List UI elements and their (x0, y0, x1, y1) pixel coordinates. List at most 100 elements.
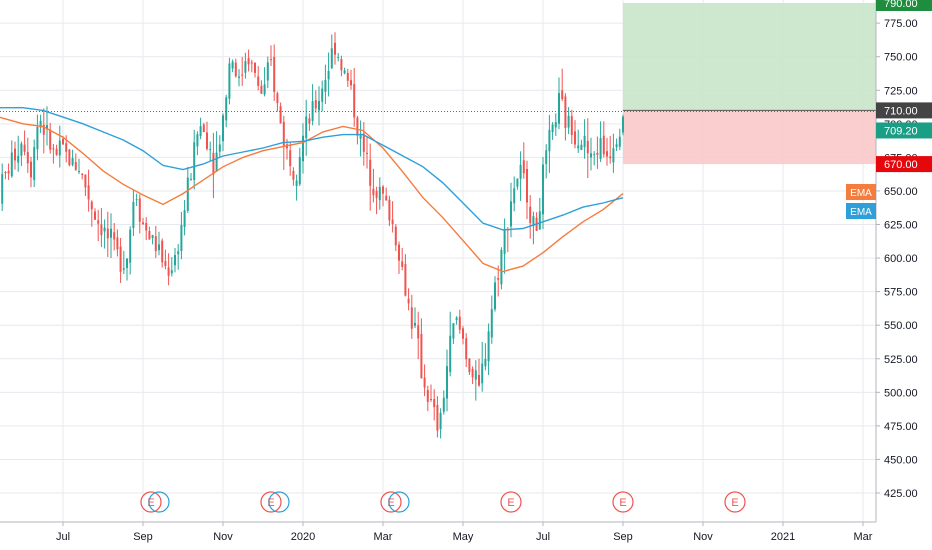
candle-body (10, 152, 13, 177)
candle-body (218, 144, 221, 152)
candle-body (170, 270, 173, 274)
dividend-icon (268, 491, 290, 513)
candle-body (545, 150, 548, 165)
candle-body (135, 199, 138, 201)
candle-body (33, 147, 36, 180)
time-axis[interactable]: Jul Sep Nov 2020 Mar May Jul Sep Nov 2021 Mar (0, 521, 876, 543)
candle-body (276, 93, 279, 104)
candle-body (68, 149, 71, 166)
candle-body (65, 143, 68, 152)
candle-body (36, 126, 39, 150)
candle-body (362, 133, 365, 152)
candle-body (369, 159, 372, 186)
candle-body (254, 62, 256, 73)
candle-body (532, 216, 535, 227)
price-tag (876, 156, 932, 173)
price-tag (876, 122, 932, 139)
candle-body (401, 261, 404, 267)
candle-body (324, 80, 327, 92)
candle-body (382, 186, 384, 194)
candle-body (302, 135, 304, 162)
price-tick-label: 550.00 (884, 320, 918, 332)
candle-body (548, 129, 551, 152)
candle-body (132, 201, 135, 228)
candle-body (215, 152, 218, 172)
time-tick-label: Jul (56, 531, 70, 543)
candle-body (318, 100, 320, 111)
candle-body (180, 225, 183, 252)
price-tick-label: 650.00 (884, 186, 918, 198)
candle-body (145, 223, 148, 231)
candle-body (231, 61, 234, 69)
candle-body (295, 180, 298, 187)
candle-body (238, 76, 240, 78)
price-axis[interactable]: 425.00 450.00 475.00 500.00 525.00 550.00 575.… (875, 0, 918, 522)
position-zones (623, 3, 876, 165)
candle-body (20, 143, 23, 156)
candle-body (113, 232, 116, 240)
candle-body (602, 135, 605, 155)
candle-body (439, 412, 442, 430)
candle-body (356, 117, 359, 136)
candle-body (42, 124, 45, 135)
candle-body (106, 228, 109, 239)
candle-body (426, 389, 429, 402)
price-tick-label: 725.00 (884, 85, 918, 97)
candle-body (391, 219, 394, 225)
candlesticks (1, 32, 624, 439)
candle-body (423, 377, 426, 388)
price-tag-label: 670.00 (884, 159, 918, 171)
price-tick-label: 500.00 (884, 387, 918, 399)
candle-body (574, 131, 576, 145)
candle-body (577, 145, 580, 149)
earnings-icon (140, 491, 162, 513)
candle-body (94, 211, 96, 220)
candle-body (417, 325, 420, 339)
time-tick-label: May (453, 531, 474, 543)
candle-body (26, 152, 29, 164)
candle-body (375, 190, 378, 198)
earnings-label: E (387, 497, 394, 509)
candle-body (372, 188, 375, 196)
candle-body (359, 134, 362, 139)
candle-body (81, 174, 84, 176)
candle-body (596, 152, 599, 155)
price-tick-label: 525.00 (884, 354, 918, 366)
candle-body (337, 56, 340, 58)
price-tick-label: 600.00 (884, 253, 918, 265)
time-tick-label: 2020 (291, 531, 315, 543)
price-tag (876, 0, 932, 11)
candle-body (340, 59, 343, 71)
candle-body (241, 74, 244, 76)
candle-body (174, 254, 176, 266)
candle-body (279, 106, 282, 124)
candle-body (436, 405, 439, 431)
candle-body (487, 331, 490, 362)
candle-body (612, 148, 615, 163)
candle-body (398, 244, 400, 261)
candle-body (228, 63, 231, 99)
candle-body (465, 338, 468, 360)
earnings-icon (500, 491, 522, 513)
candle-body (74, 162, 77, 170)
candle-body (119, 246, 122, 272)
candle-body (478, 375, 480, 386)
ema-line-orange (0, 116, 624, 273)
candle-body (308, 118, 311, 124)
candle-body (250, 62, 253, 64)
ema-line-blue (0, 107, 624, 231)
candle-body (225, 97, 228, 121)
dividend-icon (388, 491, 410, 513)
candle-body (244, 61, 247, 73)
price-tag-label: 709.20 (884, 125, 918, 137)
candle-body (266, 62, 269, 81)
candle-body (330, 48, 333, 69)
dividend-icon (148, 491, 170, 513)
time-tick-label: Mar (854, 531, 873, 543)
candle-body (289, 150, 292, 166)
candle-body (305, 116, 308, 139)
candle-body (78, 170, 80, 172)
earnings-label: E (731, 497, 738, 509)
price-tick-label: 775.00 (884, 18, 918, 30)
